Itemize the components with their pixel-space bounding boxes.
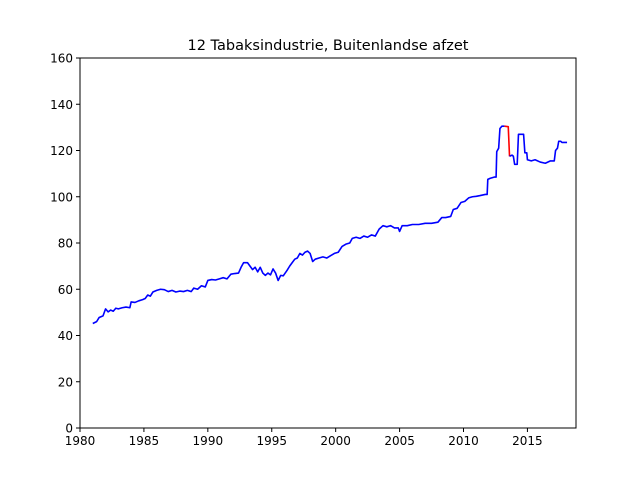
x-tick-label: 1985 [129, 434, 160, 448]
y-tick-label: 0 [65, 422, 73, 436]
y-tick-label: 40 [58, 329, 73, 343]
y-tick-label: 80 [58, 237, 73, 251]
x-tick-label: 1980 [65, 434, 96, 448]
x-tick-label: 2005 [384, 434, 415, 448]
x-tick-label: 2000 [320, 434, 351, 448]
y-tick-label: 160 [50, 52, 73, 66]
x-tick-label: 1990 [193, 434, 224, 448]
series-line-1 [92, 125, 505, 325]
series-line-2 [504, 125, 511, 157]
chart-title: 12 Tabaksindustrie, Buitenlandse afzet [188, 38, 469, 54]
x-tick-label: 1995 [256, 434, 287, 448]
y-tick-label: 60 [58, 283, 73, 297]
x-tick-label: 2015 [512, 434, 543, 448]
y-tick-label: 120 [50, 144, 73, 158]
x-axis: 1980 1985 1990 1995 2000 2005 2010 2015 [65, 428, 543, 448]
y-axis: 0 20 40 60 80 100 120 140 160 [50, 52, 80, 436]
y-tick-label: 100 [50, 190, 73, 204]
plot-frame [79, 57, 577, 429]
y-tick-label: 140 [50, 98, 73, 112]
x-tick-label: 2010 [448, 434, 479, 448]
series-layer [92, 125, 568, 325]
y-tick-label: 20 [58, 375, 73, 389]
series-line-3 [509, 133, 568, 166]
plot-area [80, 58, 576, 428]
